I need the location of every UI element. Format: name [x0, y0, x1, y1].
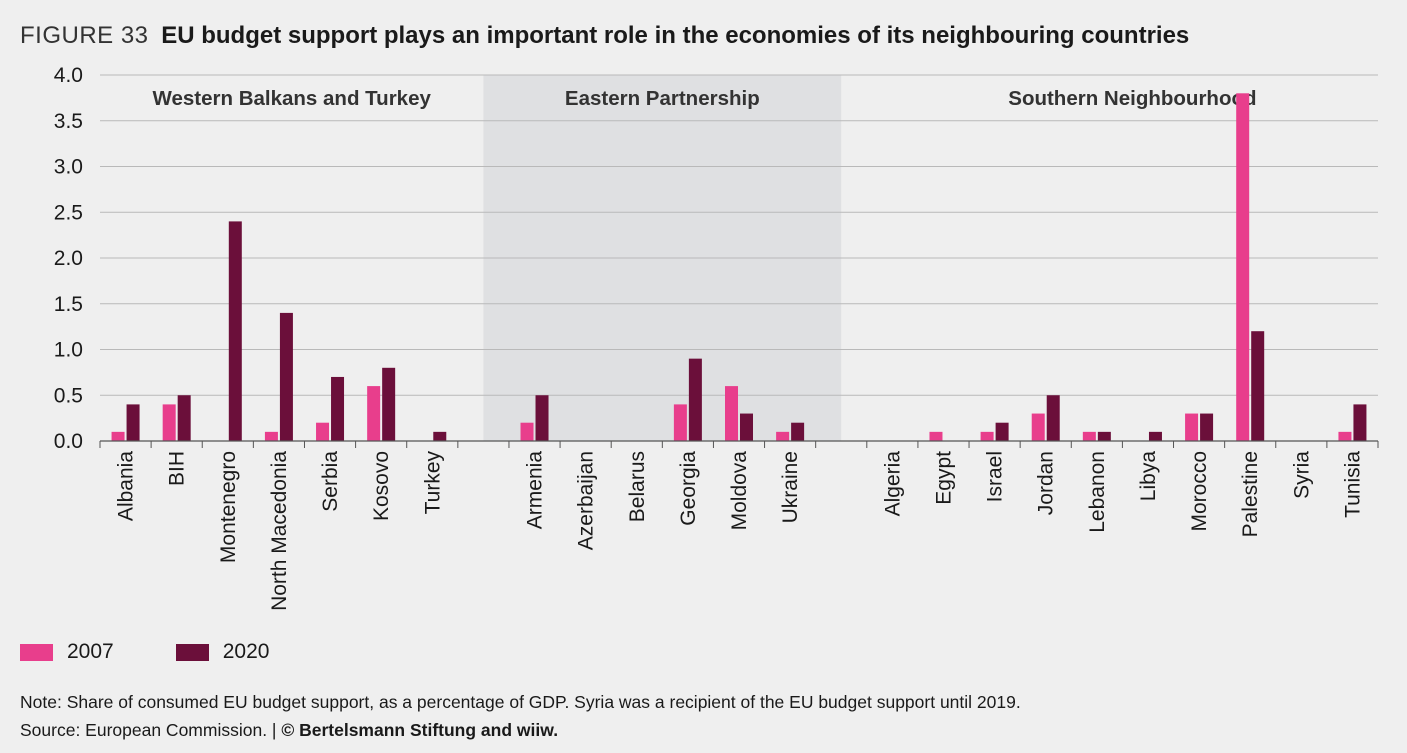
group-label: Western Balkans and Turkey: [153, 87, 432, 110]
bar-2007-kosovo: [367, 386, 381, 441]
bar-2020-jordan: [1046, 395, 1060, 441]
bar-2020-turkey: [433, 431, 447, 441]
bar-2020-libya: [1148, 431, 1162, 441]
bar-2007-jordan: [1031, 413, 1045, 441]
bar-2007-ukraine: [776, 431, 790, 441]
x-tick-label: North Macedonia: [268, 451, 291, 611]
bar-2020-tunisia: [1353, 404, 1367, 441]
legend-item-2020: 2020: [175, 640, 270, 664]
bar-2020-montenegro: [228, 221, 242, 441]
bar-2007-lebanon: [1082, 431, 1096, 441]
y-tick-label: 3.5: [54, 110, 83, 133]
legend-label-2007: 2007: [67, 640, 114, 663]
bar-2007-armenia: [520, 422, 534, 441]
x-tick-label: Montenegro: [217, 451, 240, 563]
bar-chart: 0.0 0.5 1.0 1.5 2.0 2.5 3.0 3.5 4.0 Western Balka…: [54, 64, 1379, 611]
x-tick-label: Azerbaijan: [575, 451, 598, 550]
x-tick-label: Belarus: [626, 451, 649, 522]
note-text: Note: Share of consumed EU budget suppor…: [20, 692, 1021, 712]
bar-2007-north-macedonia: [264, 431, 278, 441]
bar-2020-israel: [995, 422, 1009, 441]
group-label: Southern Neighbourhood: [1008, 87, 1256, 110]
copyright-text: © Bertelsmann Stiftung and wiiw.: [281, 720, 559, 740]
bar-2020-north-macedonia: [279, 312, 293, 441]
y-tick-label: 4.0: [54, 64, 83, 87]
chart-title: FIGURE 33 EU budget support plays an imp…: [20, 22, 1189, 50]
legend-item-2007: 2007: [20, 640, 114, 664]
bar-2007-bih: [162, 404, 176, 441]
x-tick-label: Morocco: [1188, 451, 1211, 532]
group-label: Eastern Partnership: [565, 87, 760, 110]
bar-2007-serbia: [316, 422, 330, 441]
x-tick-label: Syria: [1290, 451, 1313, 499]
x-tick-label: Georgia: [677, 451, 700, 526]
x-tick-label: Albania: [115, 451, 138, 521]
legend-swatch-2007: [20, 643, 53, 661]
x-tick-label: Armenia: [524, 451, 547, 530]
source-text: Source: European Commission. |: [20, 720, 282, 740]
x-tick-label: Palestine: [1239, 451, 1262, 537]
bar-2007-georgia: [673, 404, 687, 441]
x-tick-label: BIH: [166, 451, 189, 486]
x-tick-label: Tunisia: [1341, 451, 1364, 518]
bar-2007-israel: [980, 431, 994, 441]
x-tick-label: Ukraine: [779, 451, 802, 523]
legend-swatch-2020: [175, 643, 209, 661]
bar-2020-armenia: [535, 395, 549, 441]
figure-label: FIGURE 33: [20, 22, 149, 49]
y-tick-label: 2.5: [54, 201, 83, 224]
x-tick-label: Libya: [1137, 451, 1160, 502]
bar-2007-palestine: [1236, 93, 1250, 442]
footnote: Note: Share of consumed EU budget suppor…: [20, 688, 1021, 744]
bar-2007-albania: [111, 431, 125, 441]
y-tick-label: 0.0: [54, 430, 83, 453]
bar-2020-albania: [126, 404, 140, 441]
source-line: Source: European Commission. | © Bertels…: [20, 716, 1021, 744]
bar-2020-kosovo: [382, 367, 396, 441]
bar-2020-bih: [177, 395, 191, 441]
x-tick-label: Jordan: [1035, 451, 1058, 515]
x-tick-label: Algeria: [881, 451, 904, 517]
legend: 2007 2020: [20, 640, 269, 664]
bar-2007-moldova: [725, 386, 738, 441]
y-tick-label: 0.5: [54, 384, 83, 407]
x-tick-label: Moldova: [728, 451, 751, 531]
bar-2020-georgia: [688, 358, 702, 441]
x-tick-label: Lebanon: [1086, 451, 1109, 533]
bar-2020-ukraine: [791, 422, 805, 441]
x-tick-label: Israel: [984, 451, 1007, 502]
x-tick-label: Egypt: [932, 451, 955, 505]
x-tick-label: Kosovo: [370, 451, 393, 521]
y-tick-label: 1.0: [54, 339, 83, 362]
x-tick-label: Serbia: [319, 451, 342, 512]
bar-2020-morocco: [1200, 413, 1214, 441]
y-tick-label: 3.0: [54, 156, 83, 179]
legend-label-2020: 2020: [222, 640, 270, 663]
bar-2007-tunisia: [1338, 431, 1352, 441]
bar-2020-lebanon: [1097, 431, 1111, 441]
y-tick-label: 1.5: [54, 293, 83, 316]
bar-2020-serbia: [331, 376, 345, 441]
bar-2007-egypt: [929, 431, 943, 441]
title-text: EU budget support plays an important rol…: [161, 22, 1190, 49]
y-tick-label: 2.0: [54, 247, 83, 270]
bar-2007-morocco: [1185, 413, 1199, 441]
x-tick-label: Turkey: [421, 451, 444, 515]
bar-2020-palestine: [1251, 331, 1265, 441]
bar-2020-moldova: [740, 413, 753, 441]
